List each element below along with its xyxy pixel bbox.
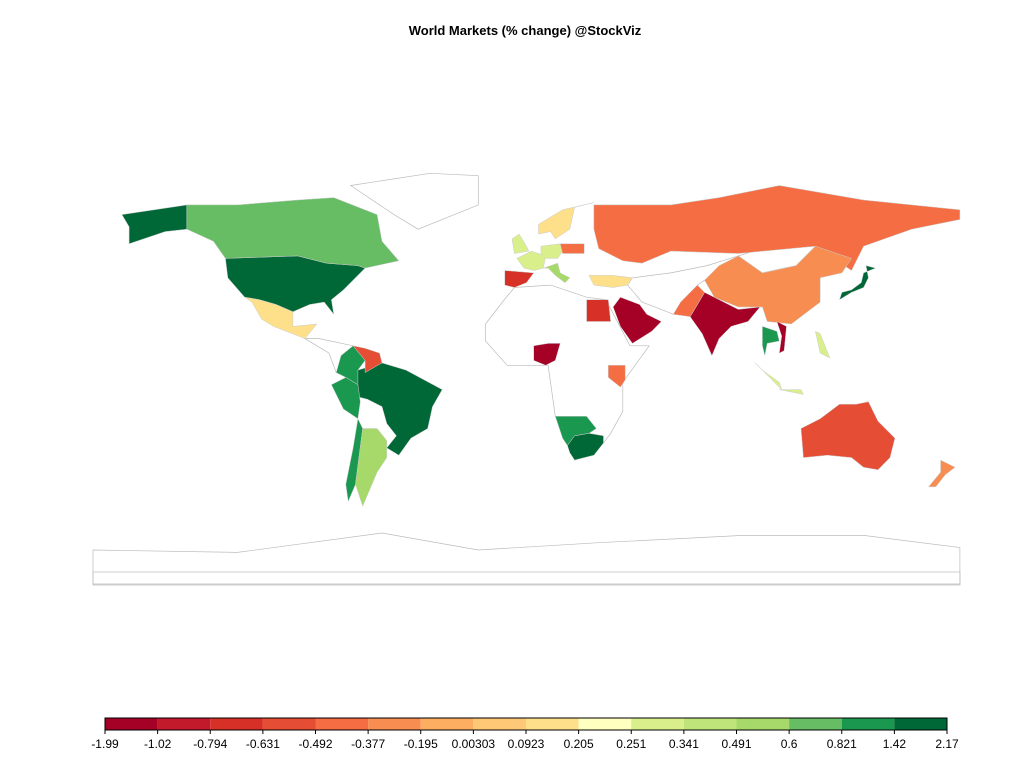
- legend-swatch: [683, 718, 737, 730]
- map: [92, 172, 961, 586]
- region: [586, 299, 611, 322]
- legend-swatch: [473, 718, 526, 730]
- map-title: World Markets (% change) @StockViz: [409, 23, 642, 38]
- legend-swatch: [210, 718, 263, 730]
- legend-swatch: [526, 718, 579, 730]
- region: [839, 265, 877, 301]
- legend-swatch: [420, 718, 474, 730]
- region: [779, 389, 804, 395]
- region: [928, 459, 956, 488]
- region: [554, 416, 597, 446]
- legend-label: 0.821: [827, 737, 857, 751]
- region: [689, 292, 761, 357]
- legend: -1.99 -1.02 -0.794 -0.631 -0.492 -0.377 -0.195…: [91, 717, 959, 751]
- legend-label: -1.99: [91, 737, 119, 751]
- legend-swatch: [262, 718, 316, 730]
- region: [511, 233, 530, 254]
- region: [352, 345, 383, 374]
- legend-label: 0.0923: [508, 737, 545, 751]
- legend-swatch: [578, 718, 632, 730]
- land: [92, 532, 961, 585]
- legend-swatch: [736, 718, 790, 730]
- region: [504, 270, 535, 288]
- region: [540, 243, 563, 259]
- legend-label: 0.341: [669, 737, 699, 751]
- legend-label: 0.205: [564, 737, 594, 751]
- region: [331, 377, 361, 420]
- legend-label: 0.491: [721, 737, 751, 751]
- legend-label: -0.492: [298, 737, 332, 751]
- map-frame-bottom: [92, 571, 961, 586]
- legend-swatch: [631, 718, 684, 730]
- region: [559, 243, 585, 254]
- legend-label: 0.6: [781, 737, 798, 751]
- region: [815, 330, 831, 359]
- region: [800, 401, 896, 471]
- legend-swatch: [105, 718, 158, 730]
- region: [347, 362, 443, 456]
- legend-label: 0.00303: [452, 737, 496, 751]
- legend-label: -0.631: [246, 737, 280, 751]
- region: [244, 296, 318, 339]
- region: [672, 284, 705, 317]
- legend-label: -1.02: [144, 737, 172, 751]
- legend-swatch: [157, 718, 211, 730]
- region: [612, 296, 662, 344]
- region: [355, 428, 388, 507]
- land: [349, 172, 479, 230]
- legend-swatch: [368, 718, 421, 730]
- region: [593, 185, 961, 271]
- legend-swatch: [315, 718, 369, 730]
- legend-swatch: [841, 718, 895, 730]
- region: [755, 362, 782, 390]
- region: [776, 321, 787, 354]
- legend-label: -0.794: [193, 737, 227, 751]
- region: [533, 343, 561, 366]
- region: [186, 197, 400, 269]
- region: [538, 202, 594, 240]
- region: [704, 245, 852, 325]
- region: [588, 275, 633, 288]
- legend-label: 0.251: [616, 737, 646, 751]
- legend-swatch: [894, 718, 947, 730]
- region: [543, 262, 571, 284]
- legend-label: 1.42: [883, 737, 907, 751]
- land: [485, 284, 650, 461]
- region: [121, 204, 188, 245]
- legend-label: -0.195: [404, 737, 438, 751]
- legend-swatch: [789, 718, 842, 730]
- legend-label: -0.377: [351, 737, 385, 751]
- region: [762, 326, 780, 356]
- legend-label: 2.17: [935, 737, 959, 751]
- region: [608, 365, 626, 388]
